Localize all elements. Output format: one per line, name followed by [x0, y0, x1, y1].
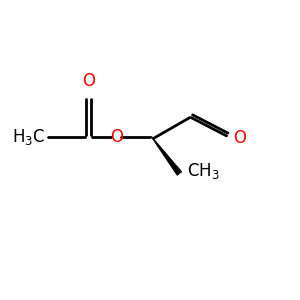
Text: O: O [110, 128, 123, 146]
Text: H$_3$C: H$_3$C [12, 127, 46, 147]
Text: O: O [82, 72, 95, 90]
Text: CH$_3$: CH$_3$ [187, 160, 220, 181]
Polygon shape [151, 136, 182, 175]
Text: O: O [233, 129, 246, 147]
